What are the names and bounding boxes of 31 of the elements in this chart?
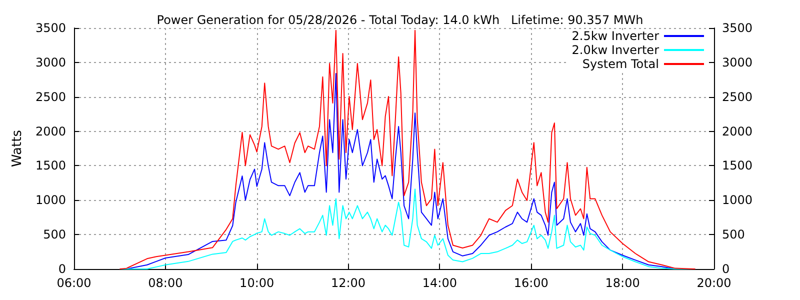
line-series bbox=[119, 188, 696, 270]
y2-tick-label: 3000 bbox=[722, 55, 753, 70]
y2-tick-label: 2500 bbox=[722, 90, 753, 104]
y-tick-label: 2500 bbox=[35, 90, 66, 104]
legend-label: 2.0kw Inverter bbox=[572, 43, 660, 57]
line-series bbox=[119, 30, 696, 270]
x-tick-label: 18:00 bbox=[605, 276, 640, 290]
y-tick-label: 500 bbox=[43, 228, 66, 242]
x-tick-label: 20:00 bbox=[696, 276, 732, 290]
x-tick-label: 06:00 bbox=[56, 276, 92, 290]
y2-tick-label: 0 bbox=[722, 262, 730, 276]
y2-tick-label: 1500 bbox=[722, 158, 753, 173]
y2-tick-label: 1000 bbox=[722, 193, 753, 208]
x-tick-label: 12:00 bbox=[330, 276, 366, 290]
y-tick-label: 3000 bbox=[35, 55, 66, 70]
y2-tick-label: 500 bbox=[722, 228, 745, 242]
x-tick-label: 08:00 bbox=[148, 276, 183, 290]
y-tick-label: 0 bbox=[58, 262, 66, 276]
x-tick-label: 14:00 bbox=[422, 276, 458, 290]
x-tick-label: 16:00 bbox=[514, 276, 548, 290]
y-tick-label: 1500 bbox=[35, 158, 66, 173]
y2-tick-label: 2000 bbox=[722, 124, 753, 138]
y-tick-label: 2000 bbox=[35, 124, 66, 138]
y-tick-label: 1000 bbox=[35, 193, 66, 208]
legend-label: System Total bbox=[582, 57, 659, 71]
y2-tick-label: 3500 bbox=[722, 21, 753, 35]
legend-label: 2.5kw Inverter bbox=[572, 29, 660, 43]
y-tick-label: 3500 bbox=[35, 21, 66, 35]
chart-title: Power Generation for 05/28/2026 - Total Today: 14.0 kWh Lifetime: 90.357 MWh bbox=[156, 13, 644, 27]
y-axis-title: Watts bbox=[10, 130, 25, 167]
x-tick-label: 10:00 bbox=[240, 276, 274, 290]
